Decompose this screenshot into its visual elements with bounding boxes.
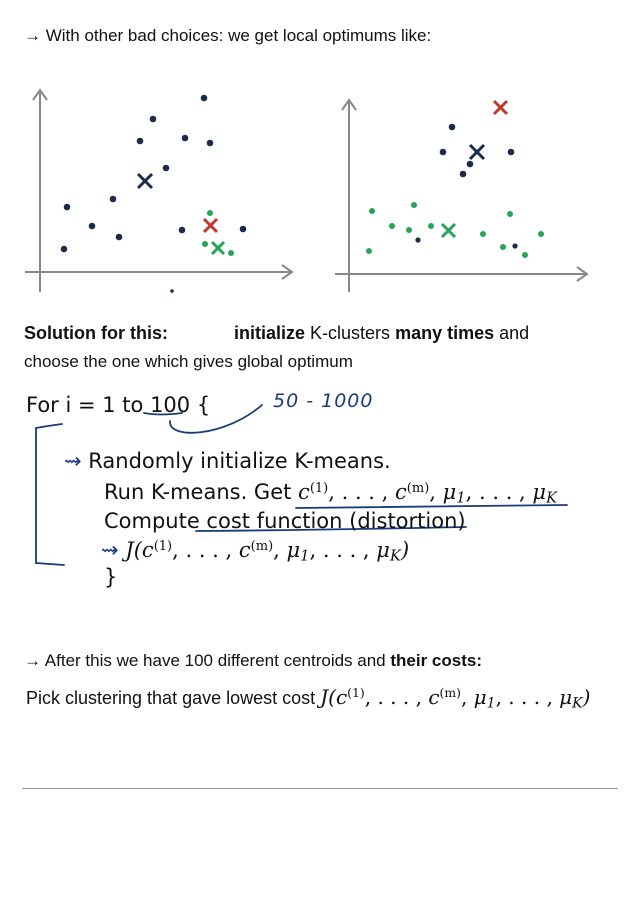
step-cost-formula: ⇝ J(c(1), . . . , c(m), μ1, . . . , μK) bbox=[101, 538, 409, 565]
data-point bbox=[202, 241, 208, 247]
for-count: 100 bbox=[150, 393, 191, 417]
data-point bbox=[239, 225, 247, 233]
data-point bbox=[512, 243, 518, 249]
after-line: → After this we have 100 different centr… bbox=[24, 651, 482, 671]
data-point bbox=[178, 226, 186, 234]
data-point bbox=[507, 148, 515, 156]
data-point bbox=[448, 123, 456, 131]
data-point bbox=[480, 231, 486, 237]
data-point bbox=[136, 137, 144, 145]
solution-label: Solution for this: bbox=[24, 323, 168, 343]
hand-arrow-icon: ⇝ bbox=[101, 538, 119, 562]
step-compute-cost: Compute cost function (distortion) bbox=[104, 509, 466, 533]
pick-text: Pick clustering that gave lowest cost bbox=[26, 688, 321, 708]
data-point bbox=[149, 115, 157, 123]
data-point bbox=[522, 252, 528, 258]
data-point bbox=[60, 245, 68, 253]
data-point bbox=[88, 222, 96, 230]
data-point bbox=[507, 211, 513, 217]
after-text: After this we have 100 different centroi… bbox=[44, 651, 391, 670]
data-point bbox=[207, 210, 213, 216]
data-point bbox=[500, 244, 506, 250]
intro-text: With other bad choices: we get local opt… bbox=[45, 26, 432, 45]
step-randomly-initialize: ⇝ Randomly initialize K-means. bbox=[64, 449, 391, 473]
data-point bbox=[63, 203, 71, 211]
data-point bbox=[228, 250, 234, 256]
centroid-red-marker bbox=[202, 217, 219, 234]
centroid-dark-marker bbox=[468, 143, 486, 161]
data-point bbox=[170, 289, 174, 293]
data-point bbox=[115, 233, 123, 241]
solution-line-1: Solution for this: initialize K-clusters… bbox=[24, 323, 529, 344]
after-bold: their costs: bbox=[390, 651, 482, 670]
curve-connector bbox=[169, 404, 263, 434]
hand-arrow-icon: ⇝ bbox=[64, 449, 82, 473]
centroid-dark-marker bbox=[136, 172, 154, 190]
pick-cost-formula: J(c(1), . . . , c(m), μ1, . . . , μK) bbox=[320, 685, 591, 712]
pick-line: Pick clustering that gave lowest cost J(… bbox=[26, 685, 590, 712]
cost-formula: J(c(1), . . . , c(m), μ1, . . . , μK) bbox=[125, 538, 410, 565]
centroid-green-marker bbox=[210, 240, 226, 256]
intro-line: → With other bad choices: we get local o… bbox=[24, 26, 431, 46]
handwritten-annotations bbox=[35, 404, 568, 566]
for-loop-header: For i = 1 to 100 { bbox=[26, 393, 210, 417]
data-point bbox=[206, 139, 214, 147]
solution-mid: K-clusters bbox=[305, 323, 396, 343]
right-plot bbox=[335, 98, 589, 292]
left-y-arrow bbox=[32, 88, 48, 101]
data-point bbox=[439, 148, 447, 156]
data-point bbox=[369, 208, 375, 214]
assignment-formula: c(1), . . . , c(m), μ1, . . . , μK bbox=[298, 480, 558, 507]
step1-text: Randomly initialize K-means. bbox=[88, 449, 391, 473]
horizontal-divider bbox=[22, 788, 618, 789]
left-x-arrow bbox=[281, 264, 294, 280]
arrow-icon: → bbox=[24, 651, 41, 670]
for-prefix: For i = 1 to bbox=[26, 393, 151, 417]
solution-initialize: initialize bbox=[234, 323, 306, 343]
underline-assignments bbox=[295, 504, 568, 509]
data-point bbox=[411, 202, 417, 208]
centroid-green-marker bbox=[440, 222, 457, 239]
data-point bbox=[428, 223, 434, 229]
step-run-kmeans: Run K-means. Get c(1), . . . , c(m), μ1,… bbox=[104, 480, 557, 507]
step2-prefix: Run K-means. Get bbox=[104, 480, 299, 504]
solution-many-times: many times bbox=[395, 323, 495, 343]
centroid-red-marker bbox=[492, 99, 509, 116]
arrow-icon: → bbox=[24, 26, 41, 45]
for-brace: { bbox=[190, 393, 211, 417]
right-x-arrow bbox=[576, 266, 589, 282]
underline-cost bbox=[195, 526, 467, 532]
data-point bbox=[538, 231, 544, 237]
data-point bbox=[415, 237, 421, 243]
data-point bbox=[109, 195, 117, 203]
right-y-arrow bbox=[341, 98, 357, 111]
underline-100 bbox=[143, 412, 183, 416]
solution-line-2: choose the one which gives global optimu… bbox=[24, 352, 353, 371]
handwritten-range-note: 50 - 1000 bbox=[273, 390, 374, 412]
data-point bbox=[459, 170, 467, 178]
left-plot bbox=[25, 88, 294, 293]
data-point bbox=[181, 134, 189, 142]
data-point bbox=[389, 223, 395, 229]
solution-and: and bbox=[494, 323, 530, 343]
bracket-stroke bbox=[35, 423, 65, 566]
data-point bbox=[162, 164, 170, 172]
data-point bbox=[466, 160, 474, 168]
data-point bbox=[406, 227, 412, 233]
data-point bbox=[200, 94, 208, 102]
loop-close-brace: } bbox=[104, 565, 118, 589]
data-point bbox=[366, 248, 372, 254]
